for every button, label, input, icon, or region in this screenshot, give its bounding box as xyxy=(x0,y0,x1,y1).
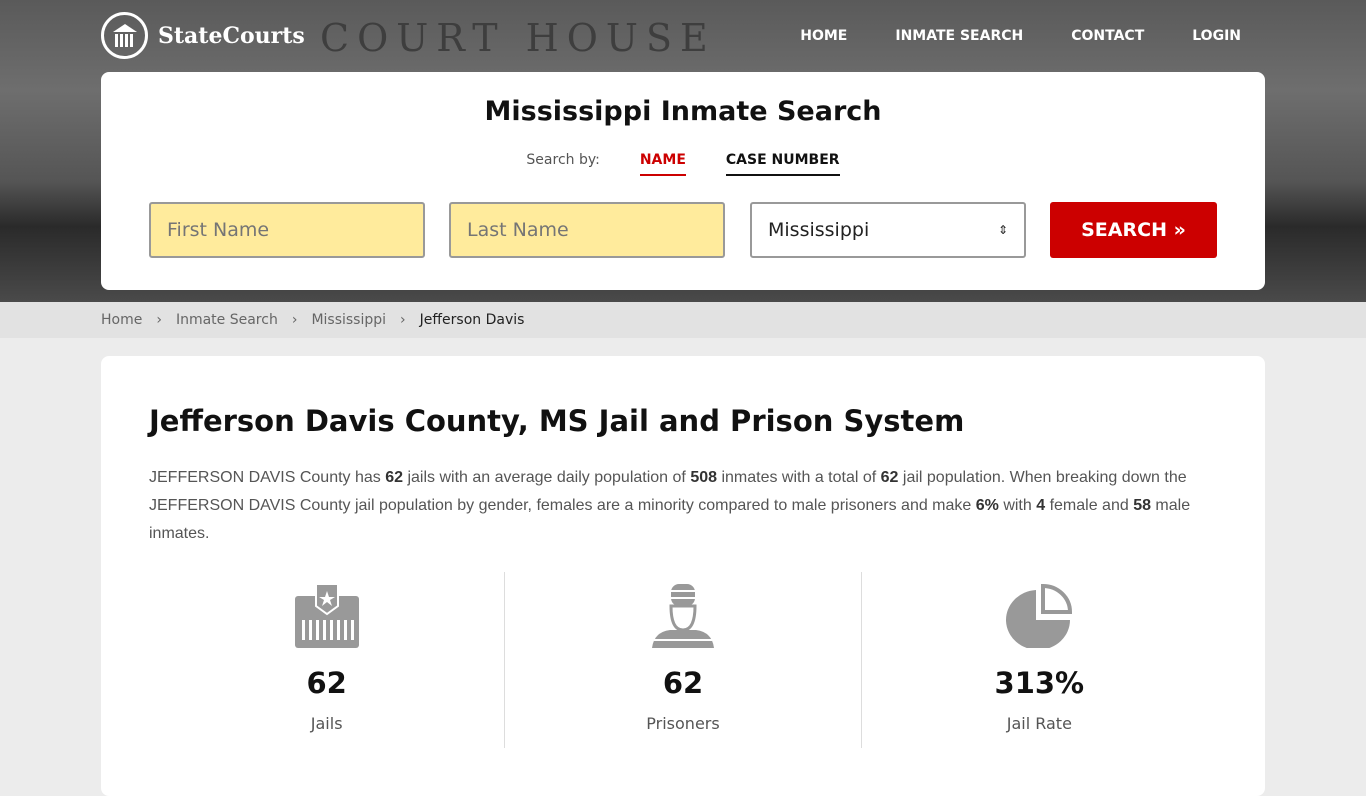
stat-jails: 62 Jails xyxy=(149,572,504,748)
state-value: Mississippi xyxy=(768,219,870,241)
stat-label: Prisoners xyxy=(646,714,720,733)
logo[interactable]: StateCourts xyxy=(101,12,305,59)
tab-name[interactable]: NAME xyxy=(639,152,686,176)
search-by-label: Search by: xyxy=(526,152,600,168)
breadcrumb-current: Jefferson Davis xyxy=(419,312,525,328)
stat-jail-rate: 313% Jail Rate xyxy=(860,572,1217,748)
stat-value: 62 xyxy=(306,666,347,700)
state-select[interactable]: Mississippi ⇕ xyxy=(750,202,1026,258)
last-name-input[interactable] xyxy=(449,202,725,258)
nav-inmate-search[interactable]: INMATE SEARCH xyxy=(895,28,1024,44)
hero-banner: COURT HOUSE StateCourts HOME INMATE SEAR… xyxy=(0,0,1366,302)
breadcrumb-inmate-search[interactable]: Inmate Search xyxy=(175,312,278,328)
hero-background-text: COURT HOUSE xyxy=(320,16,716,60)
breadcrumb: Home › Inmate Search › Mississippi › Jeffer… xyxy=(0,302,1366,338)
nav-contact[interactable]: CONTACT xyxy=(1071,28,1145,44)
nav-home[interactable]: HOME xyxy=(800,28,848,44)
jail-icon xyxy=(294,583,359,648)
courthouse-icon xyxy=(101,12,148,59)
tab-case-number[interactable]: CASE NUMBER xyxy=(725,152,840,176)
pie-chart-icon xyxy=(1006,583,1073,650)
chevron-right-icon: › xyxy=(400,312,406,328)
stat-value: 62 xyxy=(662,666,704,700)
stat-label: Jails xyxy=(310,714,343,733)
county-summary: JEFFERSON DAVIS County has 62 jails with… xyxy=(149,469,1191,542)
search-title: Mississippi Inmate Search xyxy=(484,96,882,127)
chevron-right-icon: › xyxy=(291,312,298,328)
brand-name: StateCourts xyxy=(158,22,305,49)
stat-value: 313% xyxy=(994,666,1085,700)
select-arrows-icon: ⇕ xyxy=(997,223,1008,237)
stats: 62 Jails 62 Prisoners 313% Jail Rate xyxy=(149,572,1217,748)
page-title: Jefferson Davis County, MS Jail and Pris… xyxy=(149,404,965,438)
prisoner-icon xyxy=(651,584,714,648)
search-card: Mississippi Inmate Search Search by: NAM… xyxy=(101,72,1265,290)
search-by: Search by: NAME CASE NUMBER xyxy=(101,152,1265,176)
stat-prisoners: 62 Prisoners xyxy=(504,572,860,748)
chevron-right-icon: › xyxy=(156,312,162,328)
first-name-input[interactable] xyxy=(149,202,425,258)
county-content: Jefferson Davis County, MS Jail and Pris… xyxy=(101,356,1265,796)
nav-login[interactable]: LOGIN xyxy=(1192,28,1241,44)
main-nav: HOME INMATE SEARCH CONTACT LOGIN xyxy=(800,28,1241,44)
breadcrumb-state[interactable]: Mississippi xyxy=(311,312,387,328)
breadcrumb-home[interactable]: Home xyxy=(101,312,143,328)
search-button[interactable]: SEARCH » xyxy=(1050,202,1217,258)
stat-label: Jail Rate xyxy=(1006,714,1072,733)
